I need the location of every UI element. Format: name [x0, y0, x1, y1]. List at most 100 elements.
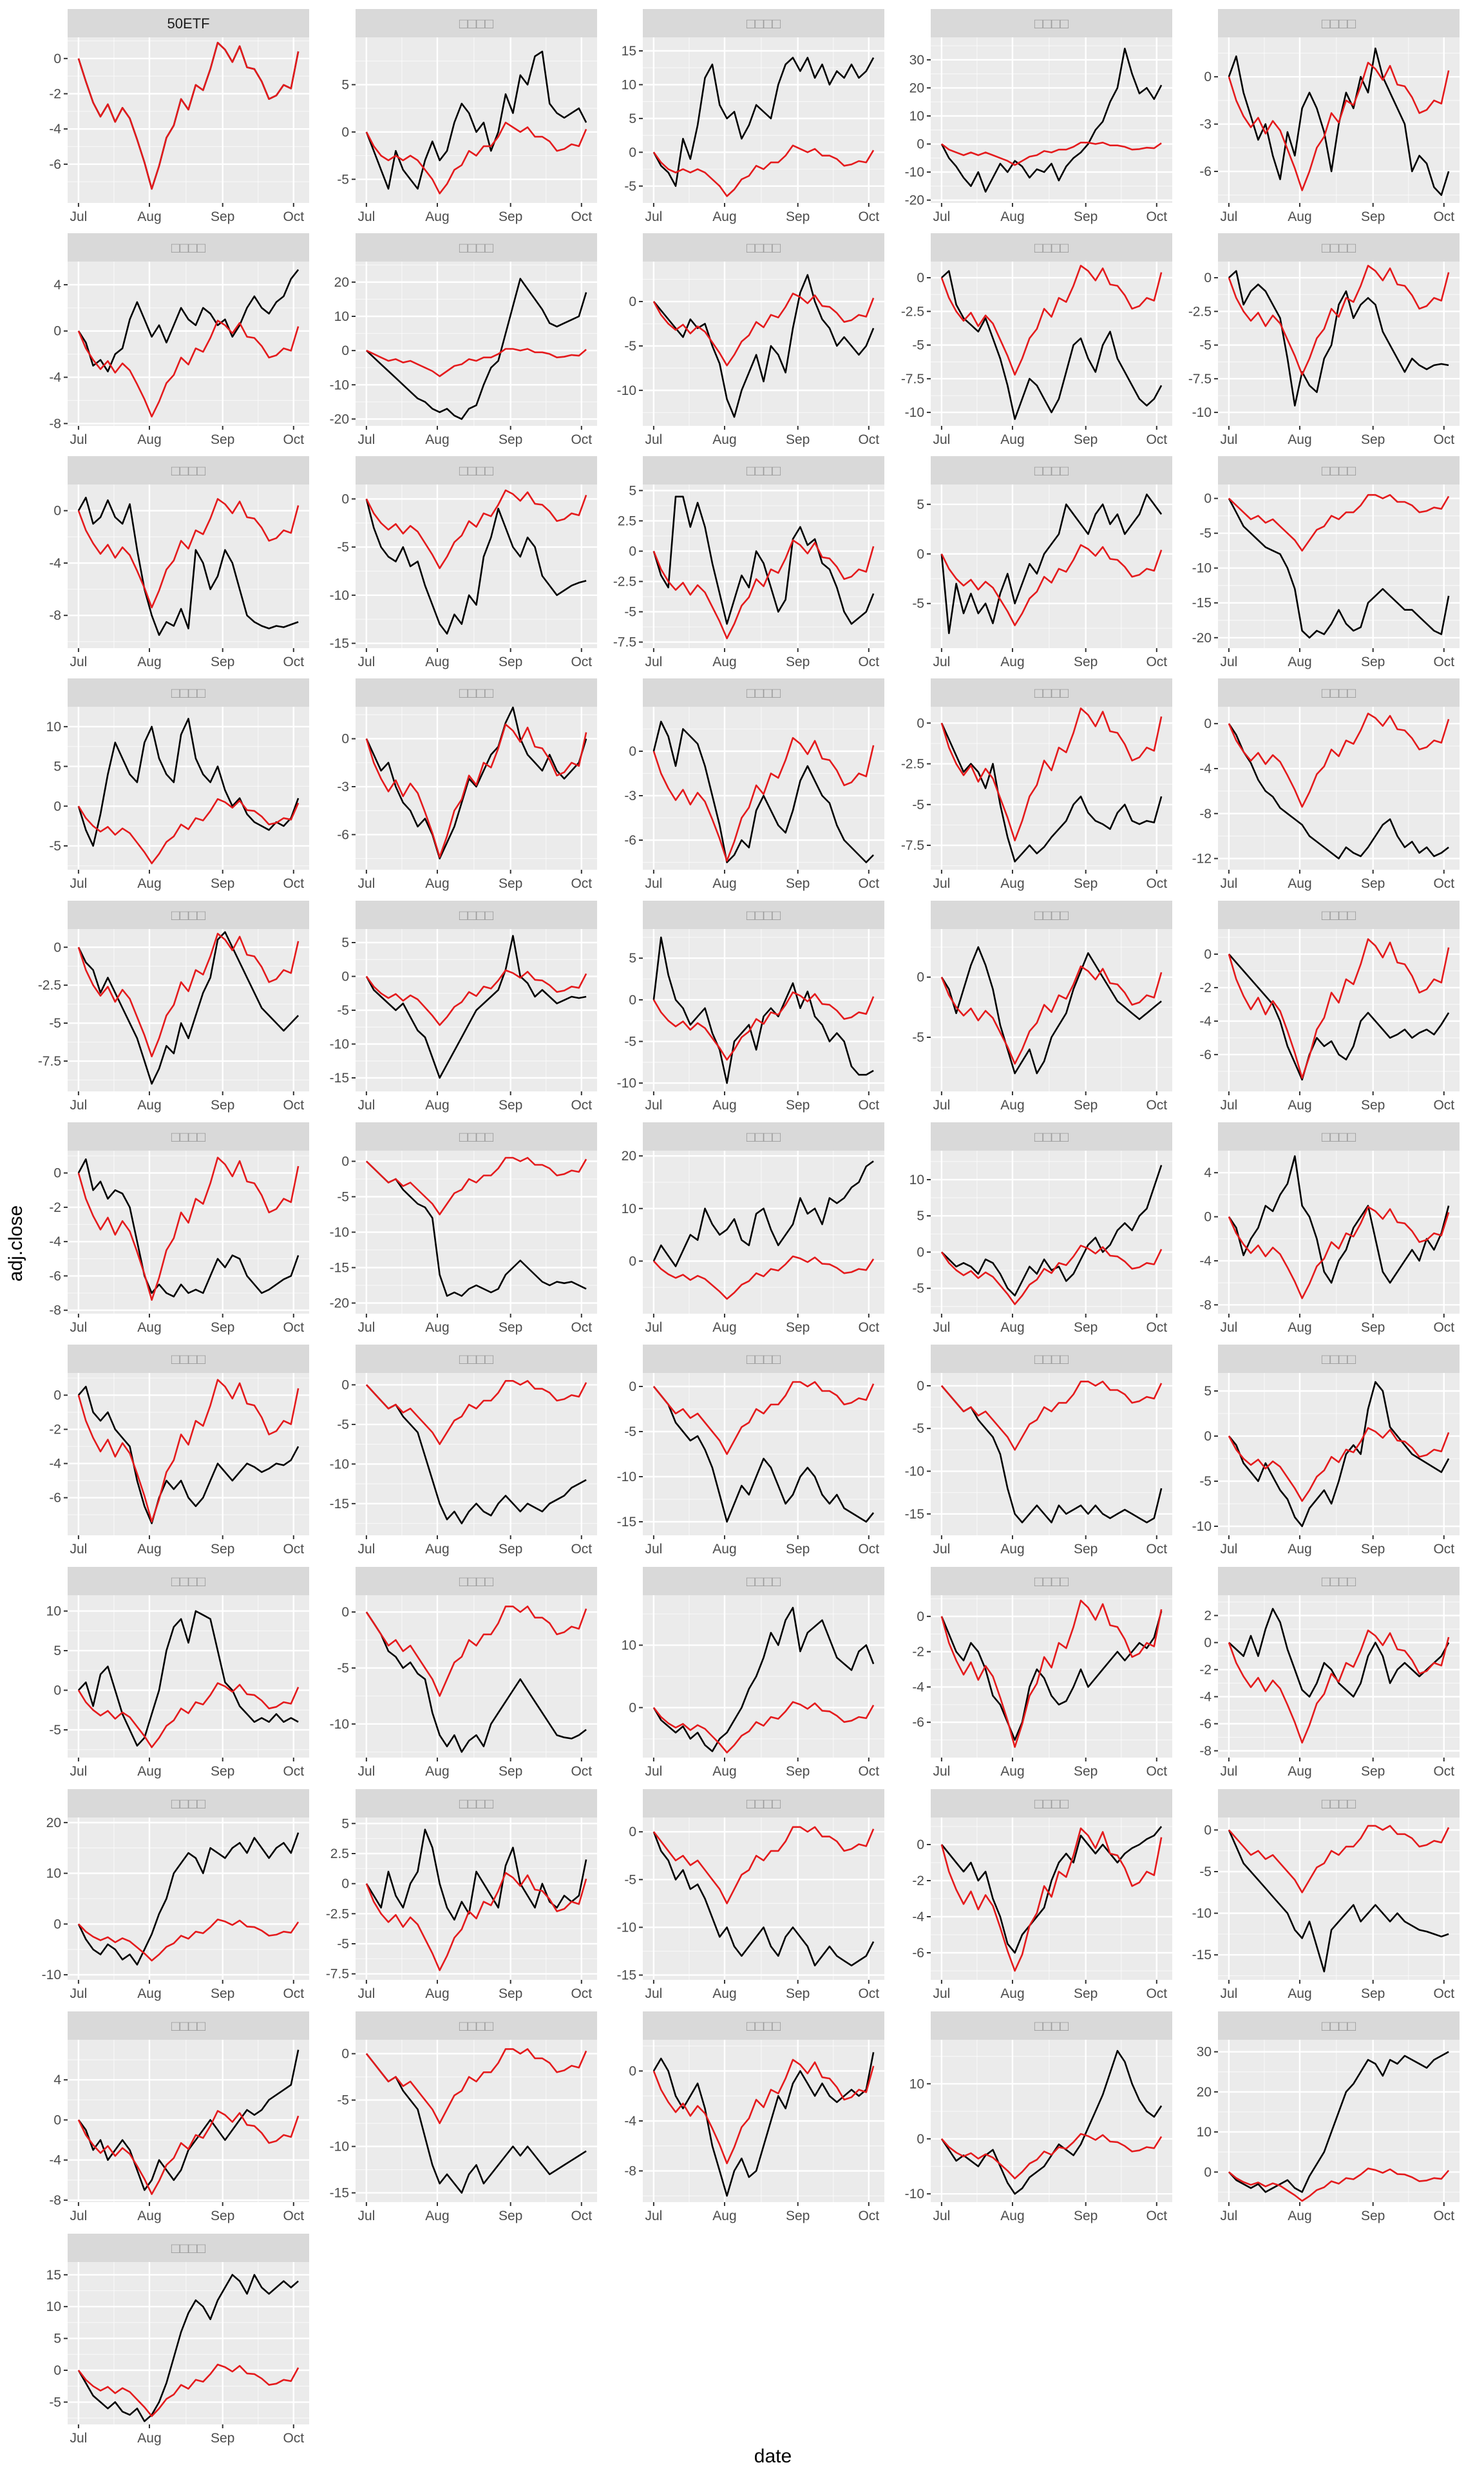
- x-tick-label: Jul: [933, 1320, 950, 1335]
- y-tick-label: -5: [337, 1417, 349, 1432]
- y-tick-label: 0: [917, 1609, 924, 1624]
- stock-series-line: [365, 1611, 587, 1753]
- x-tick-label: Jul: [357, 1986, 375, 2001]
- y-tick-label: -5: [1199, 1865, 1212, 1879]
- benchmark-series-line: [1228, 1825, 1450, 1894]
- y-tick-label: -10: [905, 2187, 924, 2201]
- x-tick-label: Aug: [137, 2209, 161, 2223]
- y-tick-label: -5: [337, 2093, 349, 2108]
- y-tick-label: 2: [1204, 1609, 1212, 1624]
- x-tick-label: Aug: [425, 2209, 449, 2223]
- facet-title: □□□□: [1322, 463, 1356, 479]
- x-tick-label: Oct: [1146, 1320, 1167, 1335]
- y-tick-label: 10: [622, 1202, 636, 1216]
- x-tick-label: Oct: [283, 876, 304, 891]
- y-tick-label: 0: [53, 52, 61, 66]
- y-tick-label: 0: [53, 940, 61, 955]
- y-tick-label: -5: [1199, 338, 1212, 353]
- y-tick-label: 20: [334, 275, 349, 290]
- facet-strip: [1218, 456, 1460, 484]
- x-tick-label: Sep: [786, 1986, 810, 2001]
- facet-strip: [68, 1122, 309, 1151]
- y-tick-label: -10: [42, 1968, 61, 1982]
- benchmark-series-line: [941, 142, 1162, 166]
- x-tick-label: Jul: [357, 209, 375, 224]
- x-tick-label: Jul: [357, 432, 375, 447]
- x-tick-label: Aug: [1000, 1764, 1024, 1779]
- x-tick-label: Oct: [1146, 209, 1167, 224]
- x-tick-label: Oct: [283, 2209, 304, 2223]
- stock-series-line: [1228, 47, 1450, 197]
- facet-panel: □□□□ 0 -4 -8 Jul Aug Sep Oct: [624, 2011, 884, 2223]
- plot-panel: [68, 707, 309, 870]
- y-tick-label: -10: [330, 1717, 349, 1732]
- y-tick-label: -8: [1199, 807, 1212, 821]
- x-tick-label: Oct: [1146, 432, 1167, 447]
- x-tick-label: Sep: [499, 876, 522, 891]
- benchmark-series-line: [940, 1381, 1163, 1451]
- facet-title: □□□□: [459, 463, 493, 479]
- facet-panel: □□□□ 0 -5 -10 -15 Jul Aug Sep Oct: [330, 456, 597, 669]
- benchmark-series-line: [652, 144, 875, 197]
- plot-panel: [68, 37, 309, 203]
- y-tick-label: 5: [53, 760, 61, 774]
- x-tick-label: Aug: [1000, 2209, 1024, 2223]
- facet-strip: [643, 1789, 884, 1817]
- y-tick-label: -4: [49, 556, 61, 571]
- y-tick-label: 0: [53, 504, 61, 519]
- plot-panel: [931, 1595, 1172, 1758]
- y-tick-label: 15: [622, 44, 636, 59]
- x-tick-label: Jul: [357, 1320, 375, 1335]
- facet-panel: □□□□ 0 -5 -10 -15 Jul Aug Sep Oct: [617, 1345, 884, 1557]
- facet-strip: [68, 1567, 309, 1595]
- y-tick-label: -2: [1199, 981, 1212, 995]
- facet-panel: □□□□ 10 5 0 -5 Jul Aug Sep Oct: [909, 1122, 1172, 1335]
- y-tick-label: 5: [1204, 1384, 1212, 1399]
- x-tick-label: Jul: [645, 432, 662, 447]
- facet-strip: [931, 901, 1172, 929]
- facet-panel: □□□□ 0 -2.5 -5 -7.5 -10 Jul Aug Sep Oct: [901, 233, 1172, 447]
- facet-title: □□□□: [747, 1129, 781, 1145]
- y-tick-label: -5: [337, 1661, 349, 1676]
- facet-strip: [931, 1789, 1172, 1817]
- y-tick-label: -4: [1199, 1014, 1212, 1029]
- y-tick-label: 0: [917, 137, 924, 152]
- benchmark-series-line: [365, 489, 587, 570]
- facet-strip: [1218, 1567, 1460, 1595]
- y-tick-label: -5: [912, 338, 924, 353]
- x-tick-label: Oct: [858, 655, 879, 669]
- y-tick-label: 2.5: [618, 513, 636, 528]
- y-tick-label: -7.5: [38, 1054, 61, 1069]
- y-tick-label: -10: [330, 1457, 349, 1472]
- y-tick-label: 0: [53, 324, 61, 339]
- x-tick-label: Sep: [786, 432, 810, 447]
- x-tick-label: Oct: [1433, 1986, 1454, 2001]
- facet-panel: □□□□ 0 -5 -10 -15 Jul Aug Sep Oct: [330, 2011, 597, 2223]
- x-tick-label: Aug: [137, 876, 161, 891]
- x-tick-label: Jul: [357, 1764, 375, 1779]
- y-tick-label: -2.5: [901, 757, 924, 772]
- x-tick-label: Sep: [211, 1986, 234, 2001]
- x-tick-label: Sep: [211, 209, 234, 224]
- x-tick-label: Jul: [70, 209, 87, 224]
- facet-title: □□□□: [459, 1573, 493, 1589]
- y-tick-label: 0: [629, 2064, 636, 2078]
- y-tick-label: 0: [1204, 947, 1212, 962]
- stock-series-line: [1228, 1155, 1450, 1284]
- x-tick-label: Sep: [499, 1764, 522, 1779]
- facet-title: □□□□: [1322, 1351, 1356, 1367]
- y-tick-label: 0: [629, 993, 636, 1008]
- x-tick-label: Sep: [1361, 876, 1385, 891]
- x-tick-label: Oct: [858, 432, 879, 447]
- y-tick-label: 5: [53, 1644, 61, 1658]
- y-tick-label: -6: [337, 827, 349, 842]
- y-tick-label: -7.5: [326, 1967, 349, 1982]
- x-tick-label: Aug: [425, 876, 449, 891]
- facet-strip: [356, 1567, 597, 1595]
- y-tick-label: -4: [1199, 1690, 1212, 1705]
- facet-panel: □□□□ 0 -3 -6 Jul Aug Sep Oct: [624, 678, 884, 891]
- y-tick-label: -15: [330, 1071, 349, 1086]
- plot-panel: [643, 1151, 884, 1314]
- facet-title: □□□□: [171, 1351, 205, 1367]
- x-tick-label: Sep: [1361, 432, 1385, 447]
